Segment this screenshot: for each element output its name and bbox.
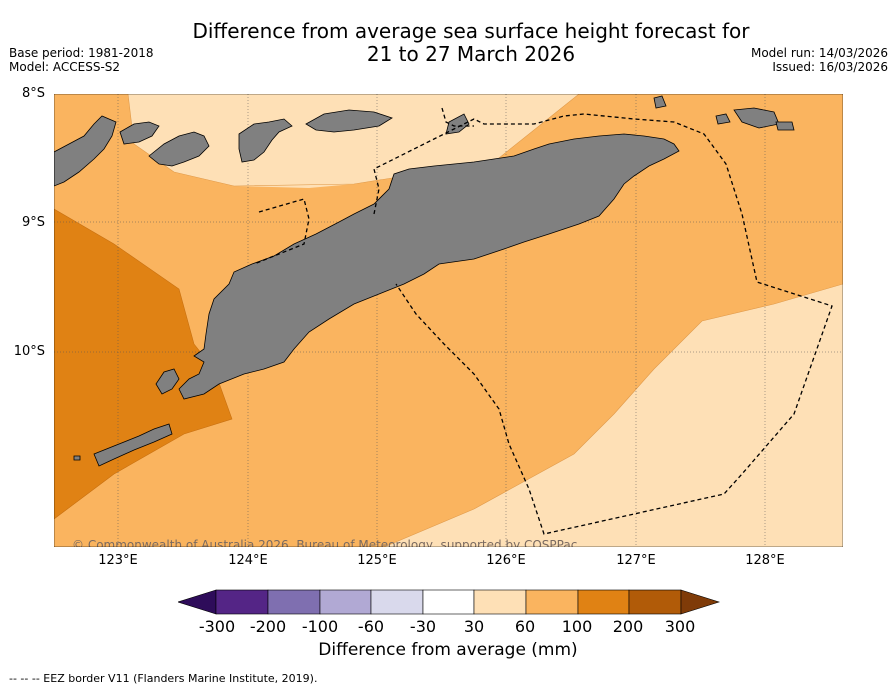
colorbar-extend-high (680, 589, 720, 615)
cbar-tick-0: -300 (198, 617, 236, 636)
base-period: Base period: 1981-2018 (9, 46, 154, 60)
colorbar-segment-7 (577, 589, 630, 615)
title-line-1: Difference from average sea surface heig… (192, 19, 750, 43)
cbar-tick-2: -100 (301, 617, 339, 636)
solor-island (119, 121, 160, 145)
eastern-island-d (715, 113, 731, 125)
colorbar (178, 589, 720, 615)
model-run: Model run: 14/03/2026 (750, 46, 888, 60)
lon-label-123e: 123°E (98, 553, 138, 568)
lat-label-8s: 8°S (21, 86, 45, 101)
cbar-tick-5: 30 (463, 617, 485, 636)
rote-island (155, 368, 180, 395)
wetar-island (445, 113, 470, 135)
raijua-island (73, 455, 81, 461)
cbar-tick-9: 300 (664, 617, 696, 636)
colorbar-segment-8 (628, 589, 682, 615)
cbar-tick-3: -60 (357, 617, 385, 636)
cbar-tick-4: -30 (409, 617, 437, 636)
timor-island (178, 133, 680, 400)
cbar-tick-1: -200 (249, 617, 287, 636)
alor-island (305, 109, 393, 133)
eastern-island-a (653, 95, 667, 109)
colorbar-label: Difference from average (mm) (318, 640, 578, 660)
cbar-tick-6: 60 (514, 617, 536, 636)
lon-label-124e: 124°E (228, 553, 268, 568)
lembata-island (238, 118, 293, 163)
cbar-tick-7: 100 (561, 617, 593, 636)
anomaly-region-light-southeast (384, 284, 843, 547)
lon-label-127e: 127°E (616, 553, 656, 568)
meta-left: Base period: 1981-2018 Model: ACCESS-S2 (9, 46, 154, 74)
eastern-island-c (775, 121, 795, 131)
lon-label-125e: 125°E (357, 553, 397, 568)
colorbar-segment-5 (473, 589, 527, 615)
lon-label-128e: 128°E (745, 553, 785, 568)
model-name: Model: ACCESS-S2 (9, 60, 121, 74)
flores-island (54, 115, 117, 187)
eez-border (253, 107, 833, 535)
adonara-island (148, 131, 210, 167)
colorbar-segment-2 (319, 589, 372, 615)
issued-date: Issued: 16/03/2026 (772, 60, 888, 74)
cbar-tick-8: 200 (612, 617, 644, 636)
lon-label-126e: 126°E (486, 553, 526, 568)
sawu-island (93, 423, 173, 467)
title-line-2: 21 to 27 March 2026 (366, 42, 576, 66)
colorbar-segment-3 (370, 589, 424, 615)
anomaly-region-dark-west (54, 209, 232, 519)
meta-right: Model run: 14/03/2026 Issued: 16/03/2026 (751, 46, 888, 74)
colorbar-segment-4 (422, 589, 475, 615)
lat-label-9s: 9°S (21, 215, 45, 230)
copyright-text: © Commonwealth of Australia 2026, Bureau… (72, 538, 577, 547)
eez-legend: -- -- -- EEZ border V11 (Flanders Marine… (9, 672, 318, 685)
colorbar-segment-6 (525, 589, 579, 615)
land-masses (54, 95, 795, 467)
contour-line-southeast (383, 283, 843, 547)
colorbar-segment-0 (215, 589, 269, 615)
sea-level-map: © Commonwealth of Australia 2026, Bureau… (54, 94, 843, 547)
map-title: Difference from average sea surface heig… (140, 20, 802, 66)
colorbar-extend-low (178, 589, 217, 615)
lat-label-10s: 10°S (13, 344, 45, 359)
colorbar-segment-1 (267, 589, 321, 615)
